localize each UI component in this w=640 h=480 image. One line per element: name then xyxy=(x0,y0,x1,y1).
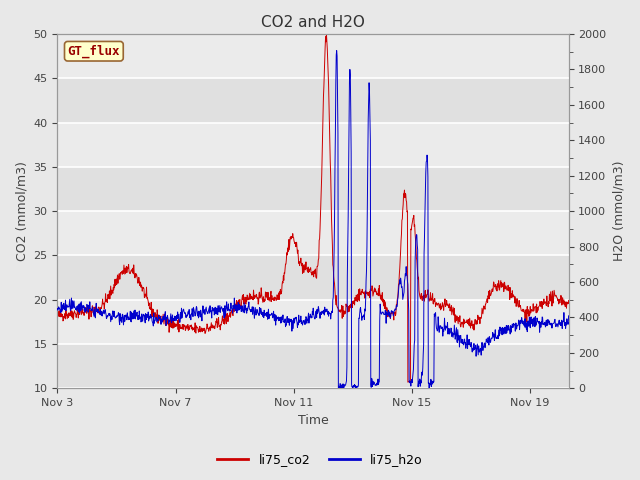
Bar xyxy=(58,167,568,211)
Y-axis label: H2O (mmol/m3): H2O (mmol/m3) xyxy=(612,161,625,262)
X-axis label: Time: Time xyxy=(298,414,328,427)
Bar xyxy=(58,255,568,300)
Title: CO2 and H2O: CO2 and H2O xyxy=(261,15,365,30)
Bar xyxy=(58,211,568,255)
Bar xyxy=(58,122,568,167)
Text: GT_flux: GT_flux xyxy=(68,45,120,58)
Bar xyxy=(58,34,568,78)
Y-axis label: CO2 (mmol/m3): CO2 (mmol/m3) xyxy=(15,161,28,261)
Bar xyxy=(58,78,568,122)
Bar xyxy=(58,300,568,344)
Bar xyxy=(58,344,568,388)
Legend: li75_co2, li75_h2o: li75_co2, li75_h2o xyxy=(212,448,428,471)
